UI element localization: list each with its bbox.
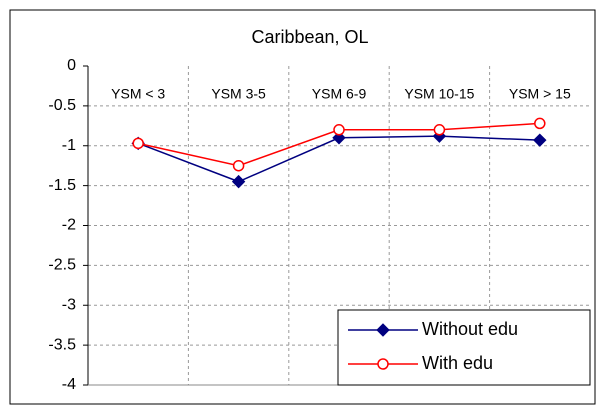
marker <box>433 124 446 136</box>
x-tick-label: YSM 10-15 <box>404 86 474 102</box>
marker <box>533 133 547 147</box>
x-tick-label: YSM 3-5 <box>211 86 266 102</box>
y-tick-label: -2.5 <box>48 257 76 274</box>
y-tick-label: -3.5 <box>48 336 76 353</box>
x-tick-label: YSM < 3 <box>111 86 165 102</box>
marker <box>232 159 245 172</box>
legend-box <box>337 309 591 386</box>
y-tick-label: -1 <box>62 137 76 154</box>
y-tick-label: -4 <box>62 376 76 393</box>
marker <box>332 131 346 145</box>
marker <box>534 117 546 130</box>
legend-marker <box>376 323 390 337</box>
y-tick-label: -3 <box>62 296 76 313</box>
y-tick-label: 0 <box>67 57 76 74</box>
marker <box>333 124 345 136</box>
x-tick-label: YSM > 15 <box>509 86 571 102</box>
y-tick-label: -1.5 <box>48 177 76 194</box>
y-tick-label: -2 <box>62 217 76 234</box>
legend-label: Without edu <box>422 319 518 339</box>
marker <box>132 137 144 150</box>
y-tick-label: -0.5 <box>48 97 76 114</box>
chart-title: Caribbean, OL <box>251 27 368 47</box>
x-tick-label: YSM 6-9 <box>312 86 367 102</box>
legend-label: With edu <box>422 353 493 373</box>
legend-marker <box>377 358 389 370</box>
marker <box>231 174 246 189</box>
